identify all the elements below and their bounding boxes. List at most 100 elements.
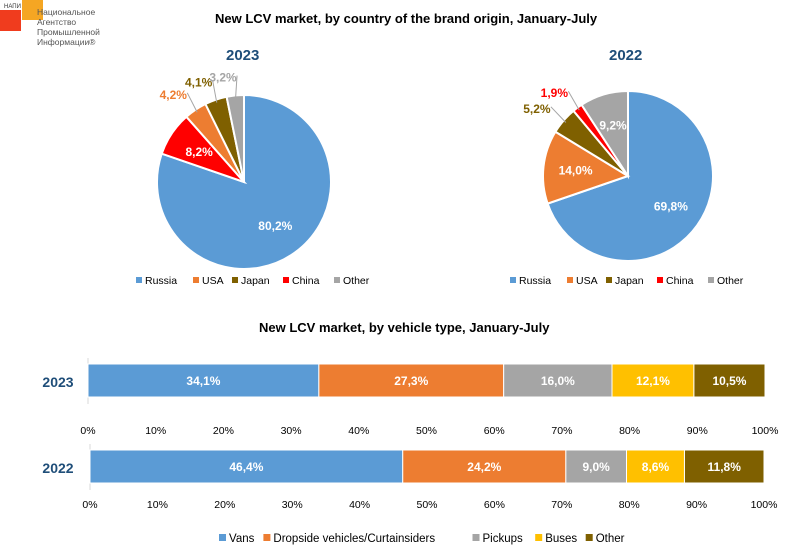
bar-segment	[626, 449, 685, 484]
legend-label: USA	[202, 275, 224, 287]
legend-marker	[283, 277, 289, 283]
slice-label: 69,8%	[654, 200, 688, 214]
slice-label: 5,2%	[523, 102, 551, 116]
x-tick-label: 0%	[80, 425, 95, 437]
legend-marker	[193, 277, 199, 283]
slice-label: 3,2%	[209, 71, 237, 85]
legend-label: Other	[717, 275, 744, 287]
leader-line	[550, 106, 567, 123]
x-tick-label: 70%	[551, 425, 572, 437]
legend-marker	[136, 277, 142, 283]
x-tick-label: 80%	[619, 499, 640, 511]
legend-label: USA	[576, 275, 598, 287]
slice-label: 8,2%	[185, 145, 213, 159]
bar-data-label: 34,1%	[186, 374, 220, 388]
legend-marker	[334, 277, 340, 283]
slice-label: 14,0%	[559, 163, 593, 177]
legend-marker	[708, 277, 714, 283]
logo-line: Национальное	[37, 7, 96, 17]
legend-label: Russia	[145, 275, 177, 287]
x-tick-label: 20%	[214, 499, 235, 511]
legend-label: Dropside vehicles/Curtainsiders	[273, 533, 435, 545]
bar-data-label: 46,4%	[229, 460, 263, 474]
legend-marker	[606, 277, 612, 283]
legend-label: Pickups	[483, 533, 524, 545]
bar-category-label: 2023	[42, 374, 73, 390]
slice-label: 80,2%	[258, 219, 292, 233]
legend-label: Other	[596, 533, 625, 545]
pie-slice-russia	[546, 89, 714, 262]
x-tick-label: 30%	[281, 425, 302, 437]
legend-marker	[232, 277, 238, 283]
bar-segment	[683, 449, 765, 484]
pie-slice-russia	[156, 93, 332, 270]
bar-segment	[318, 363, 505, 398]
legend-marker	[567, 277, 573, 283]
bar-segment	[89, 449, 404, 484]
pie-slice-other	[580, 89, 629, 180]
legend-label: Buses	[545, 533, 577, 545]
bar-data-label: 27,3%	[394, 374, 428, 388]
x-tick-label: 40%	[349, 499, 370, 511]
legend-label: Japan	[241, 275, 270, 287]
logo-line: Агентство	[37, 17, 77, 27]
x-tick-label: 50%	[416, 499, 437, 511]
x-tick-label: 90%	[686, 499, 707, 511]
x-tick-label: 50%	[416, 425, 437, 437]
bar-segment	[611, 363, 695, 398]
pie-2023-title: 2023	[226, 47, 260, 64]
legend-label: Vans	[229, 533, 255, 545]
pie-2022-title: 2022	[609, 47, 643, 64]
slice-label: 4,1%	[185, 76, 213, 90]
logo-line: Информации®	[37, 37, 96, 47]
bar-data-label: 16,0%	[541, 374, 575, 388]
x-tick-label: 90%	[687, 425, 708, 437]
pie-chart-title: New LCV market, by country of the brand …	[215, 11, 598, 26]
leader-line	[186, 92, 198, 113]
legend-label: China	[292, 275, 320, 287]
slice-label: 1,9%	[541, 86, 569, 100]
x-tick-label: 0%	[82, 499, 97, 511]
legend-marker	[585, 534, 593, 541]
x-tick-label: 80%	[619, 425, 640, 437]
logo-abbr: НАПИ	[4, 4, 21, 10]
x-tick-label: 30%	[282, 499, 303, 511]
x-tick-label: 60%	[484, 425, 505, 437]
leader-line	[212, 80, 218, 103]
x-tick-label: 60%	[484, 499, 505, 511]
x-tick-label: 100%	[751, 499, 778, 511]
x-tick-label: 70%	[551, 499, 572, 511]
leader-line	[567, 90, 580, 111]
slice-label: 9,2%	[599, 118, 627, 132]
x-tick-label: 10%	[145, 425, 166, 437]
bar-category-label: 2022	[42, 460, 73, 476]
bar-data-label: 24,2%	[467, 460, 501, 474]
bar-chart-title: New LCV market, by vehicle type, January…	[259, 320, 550, 335]
legend-marker	[535, 534, 543, 541]
pie-slice-usa	[542, 130, 631, 205]
x-tick-label: 100%	[752, 425, 779, 437]
bar-data-label: 11,8%	[708, 460, 742, 474]
legend-label: Other	[343, 275, 370, 287]
legend-label: Russia	[519, 275, 551, 287]
legend-marker	[657, 277, 663, 283]
bar-data-label: 8,6%	[642, 460, 670, 474]
bar-data-label: 10,5%	[712, 374, 746, 388]
legend-marker	[263, 534, 271, 541]
leader-line	[235, 75, 238, 99]
bar-data-label: 9,0%	[582, 460, 610, 474]
x-tick-label: 10%	[147, 499, 168, 511]
legend-label: Japan	[615, 275, 644, 287]
bar-data-label: 12,1%	[636, 374, 670, 388]
bar-segment	[402, 449, 567, 484]
x-tick-label: 40%	[348, 425, 369, 437]
x-tick-label: 20%	[213, 425, 234, 437]
legend-marker	[510, 277, 516, 283]
bar-segment	[565, 449, 628, 484]
legend-label: China	[666, 275, 694, 287]
slice-label: 4,2%	[160, 88, 188, 102]
legend-marker	[472, 534, 480, 541]
logo-line: Промышленной	[37, 27, 100, 37]
